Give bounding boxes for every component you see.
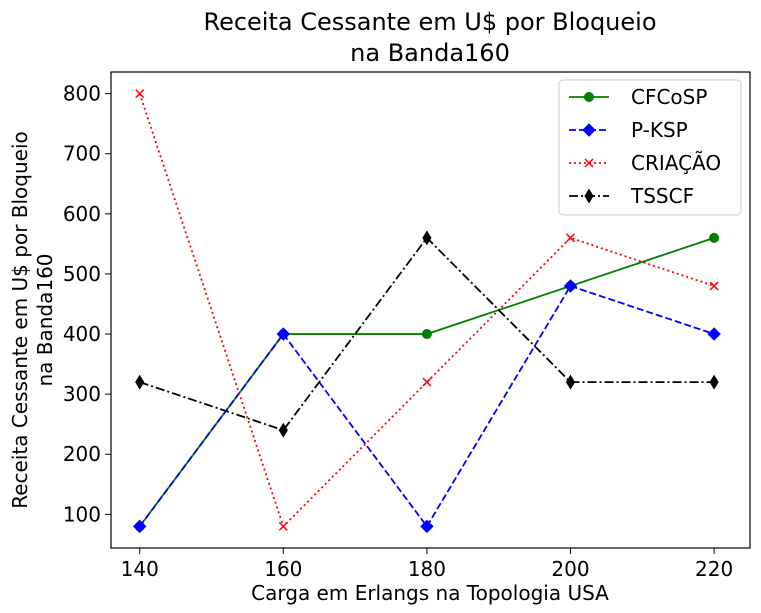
series-line [138,284,715,528]
data-point [421,329,432,340]
legend-label: CFCoSP [631,85,707,109]
legend-item: TSSCF [569,184,694,208]
data-point [707,327,721,341]
legend-label: CRIAÇÃO [631,151,721,175]
x-tick-label: 180 [408,557,446,581]
data-point [563,279,578,293]
data-point [133,519,147,534]
data-point [709,374,719,390]
data-point [709,281,719,291]
y-tick-label: 600 [63,202,101,226]
x-axis-label: Carga em Erlangs na Topologia USA [251,581,609,605]
y-axis-label: Receita Cessante em U$ por Bloqueio na B… [8,131,57,509]
series-p-ksp [133,279,721,534]
chart-title-line2: na Banda160 [350,39,510,67]
data-point [584,92,594,102]
data-point [584,188,594,204]
chart-title-line1: Receita Cessante em U$ por Bloqueio [203,8,656,36]
data-point [565,233,576,243]
data-point [584,158,594,168]
data-point [135,374,145,390]
x-tick-label: 200 [551,557,589,581]
data-point [420,519,434,534]
x-tick-label: 220 [695,557,733,581]
data-point [565,374,576,390]
data-point [135,89,145,99]
data-point [422,230,432,246]
y-tick-label: 100 [63,502,101,526]
y-tick-label: 200 [63,442,101,466]
y-tick-label: 800 [63,82,101,106]
legend-item: CRIAÇÃO [569,151,721,175]
legend-box [558,79,742,216]
y-axis-label-line1: Receita Cessante em U$ por Bloqueio [8,131,32,509]
plot-frame [110,71,751,549]
data-point [278,422,288,438]
data-point [709,232,720,243]
y-tick-label: 700 [63,142,101,166]
y-tick-label: 300 [63,382,101,406]
series-cria-o [135,89,719,531]
data-point [278,521,288,531]
y-tick-label: 500 [63,262,101,286]
x-tick-label: 140 [121,557,159,581]
y-tick-label: 400 [63,322,101,346]
data-point [276,327,291,341]
data-point [582,123,596,137]
legend: CFCoSP P-KSP CRIAÇÃO TSSCF [558,79,742,216]
y-axis-label-line2: na Banda160 [33,253,57,386]
legend-item: P-KSP [569,118,688,142]
legend-label: TSSCF [630,184,694,208]
legend-label: P-KSP [631,118,688,142]
x-tick-label: 160 [264,557,302,581]
data-point [422,377,432,387]
series-tsscf [135,230,719,438]
legend-item: CFCoSP [569,85,707,109]
